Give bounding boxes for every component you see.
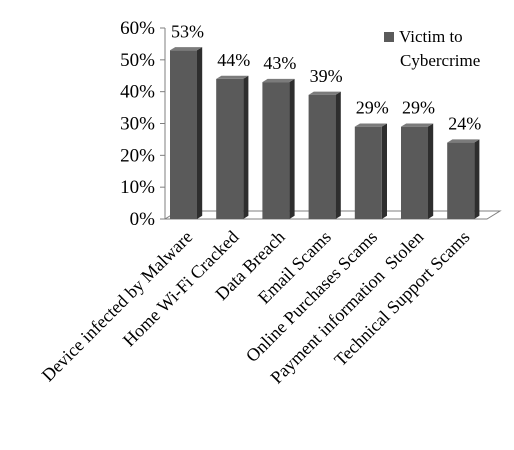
data-label: 39% — [310, 66, 343, 86]
bar-top — [354, 123, 387, 127]
bar — [216, 75, 249, 219]
bar — [354, 123, 387, 219]
bar-top — [308, 91, 341, 95]
y-tick-label: 50% — [120, 50, 155, 71]
bar-side — [243, 75, 249, 219]
bar — [447, 139, 480, 219]
bar — [401, 123, 434, 219]
bar-side — [197, 47, 203, 220]
y-tick-label: 0% — [130, 209, 156, 230]
bar — [170, 47, 203, 220]
legend-swatch — [384, 32, 394, 42]
y-axis: 0% 10% 20% 30% 40% 50% 60% — [120, 18, 166, 230]
bar-front — [170, 50, 197, 220]
data-label: 29% — [402, 98, 435, 118]
bar-top — [447, 139, 480, 143]
bar-front — [308, 94, 336, 219]
bar-front — [262, 82, 290, 219]
data-label: 29% — [356, 98, 389, 118]
bar-top — [262, 78, 295, 83]
bar-side — [335, 91, 341, 219]
data-labels: 53% 44% 43% 39% 29% 29% 24% — [171, 21, 481, 133]
bar — [262, 78, 295, 220]
legend-label-line1: Victim to — [399, 27, 463, 46]
bar-front — [447, 142, 475, 219]
legend-label-line2: Cybercrime — [400, 51, 480, 70]
bar-side — [381, 123, 387, 219]
bar-side — [474, 139, 480, 219]
bar-front — [216, 78, 244, 219]
y-tick-label: 40% — [120, 82, 155, 103]
data-label: 43% — [263, 53, 296, 73]
bar-side — [289, 78, 295, 220]
bar-top — [170, 47, 203, 51]
bars — [170, 47, 480, 220]
y-tick-label: 10% — [120, 177, 155, 198]
y-tick-label: 30% — [120, 114, 155, 135]
bar-top — [216, 75, 249, 79]
data-label: 53% — [171, 21, 204, 41]
data-label: 44% — [217, 50, 250, 70]
bar-front — [354, 126, 382, 219]
bar-side — [428, 123, 434, 219]
legend: Victim to Cybercrime — [384, 27, 480, 70]
bar — [308, 91, 341, 219]
bar-top — [401, 123, 434, 127]
y-tick-label: 20% — [120, 145, 155, 166]
data-label: 24% — [448, 114, 481, 134]
y-tick-label: 60% — [120, 18, 155, 39]
bar-front — [401, 126, 428, 219]
